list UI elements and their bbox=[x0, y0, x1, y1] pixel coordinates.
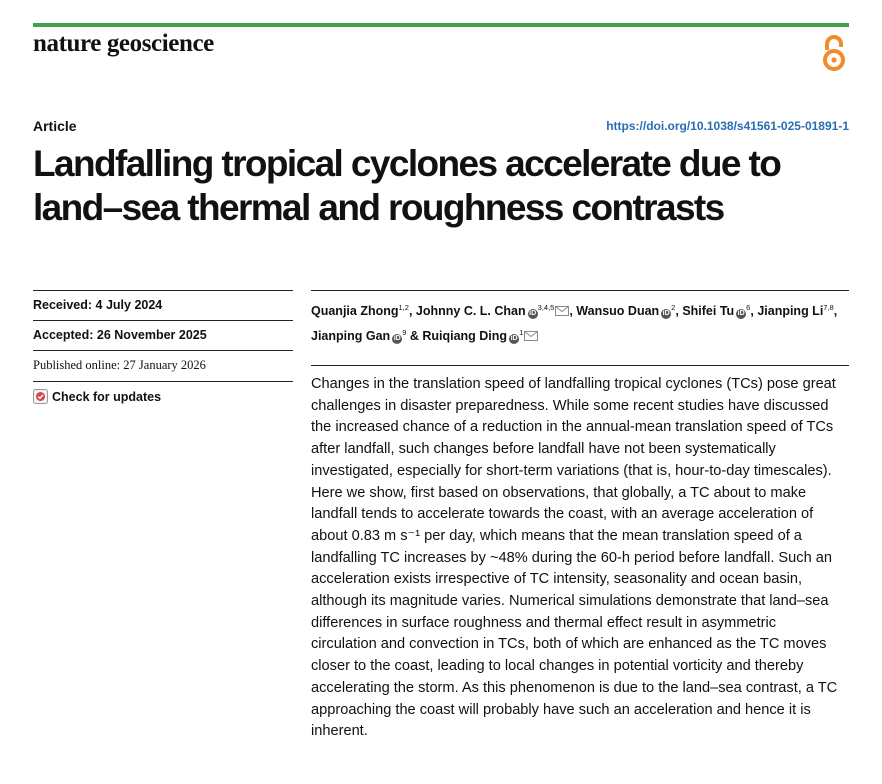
orcid-icon[interactable]: iD bbox=[661, 309, 672, 320]
author-name[interactable]: Wansuo Duan iD2, bbox=[576, 303, 679, 320]
author-separator: , bbox=[408, 304, 413, 319]
author-separator: , bbox=[750, 304, 754, 319]
article-title: Landfalling tropical cyclones accelerate… bbox=[33, 143, 782, 228]
author-separator: & bbox=[406, 329, 419, 344]
author-name-text: Shifei Tu bbox=[682, 304, 735, 319]
author-name-text: Johnny C. L. Chan bbox=[415, 304, 526, 319]
accepted-date: Accepted: 26 November 2025 bbox=[33, 320, 293, 350]
check-for-updates-link[interactable]: Check for updates bbox=[33, 381, 293, 412]
author-name[interactable]: Quanjia Zhong1,2, bbox=[311, 303, 413, 319]
author-affiliation: 1,2 bbox=[398, 303, 409, 312]
author-affiliation: 3,4,5 bbox=[537, 303, 555, 312]
author-name-text: Ruiqiang Ding bbox=[422, 329, 508, 344]
authors-rule bbox=[311, 290, 849, 291]
email-icon[interactable] bbox=[555, 306, 570, 317]
doi-link[interactable]: https://doi.org/10.1038/s41561-025-01891… bbox=[606, 119, 849, 133]
orcid-icon[interactable]: iD bbox=[392, 334, 403, 345]
author-affiliation: 1 bbox=[519, 328, 524, 338]
author-affiliation: 9 bbox=[402, 328, 407, 338]
author-name[interactable]: Shifei Tu iD6, bbox=[682, 303, 754, 320]
author-separator: , bbox=[569, 304, 573, 319]
author-name-text: Jianping Li bbox=[757, 304, 824, 319]
author-name[interactable]: Johnny C. L. Chan iD3,4,5, bbox=[415, 303, 573, 320]
orcid-icon[interactable]: iD bbox=[509, 334, 520, 345]
open-access-icon[interactable] bbox=[820, 33, 848, 73]
check-for-updates-icon bbox=[33, 389, 48, 404]
author-name[interactable]: Ruiqiang Ding iD1 bbox=[422, 328, 539, 345]
article-dates: Received: 4 July 2024 Accepted: 26 Novem… bbox=[33, 290, 293, 412]
author-affiliation: 6 bbox=[746, 303, 751, 312]
abstract-rule bbox=[311, 365, 849, 366]
author-separator: , bbox=[833, 304, 838, 319]
author-affiliation: 2 bbox=[671, 303, 676, 312]
abstract: Changes in the translation speed of land… bbox=[311, 376, 838, 740]
author-name-text: Wansuo Duan bbox=[576, 304, 660, 319]
published-date: Published online: 27 January 2026 bbox=[33, 350, 293, 381]
author-name-text: Jianping Gan bbox=[311, 329, 391, 344]
author-name[interactable]: Jianping Gan iD9 & bbox=[311, 328, 419, 345]
check-for-updates-label: Check for updates bbox=[52, 389, 162, 404]
article-main: Quanjia Zhong1,2, Johnny C. L. Chan iD3,4… bbox=[311, 290, 849, 739]
author-name[interactable]: Jianping Li7,8, bbox=[757, 303, 838, 319]
author-name-text: Quanjia Zhong bbox=[311, 304, 399, 319]
author-separator: , bbox=[675, 304, 679, 319]
email-icon[interactable] bbox=[524, 331, 539, 342]
author-affiliation: 7,8 bbox=[823, 303, 834, 312]
author-list: Quanjia Zhong1,2, Johnny C. L. Chan iD3,4… bbox=[311, 291, 849, 345]
orcid-icon[interactable]: iD bbox=[527, 309, 538, 320]
article-type: Article bbox=[33, 118, 77, 134]
header-accent-rule bbox=[33, 23, 849, 27]
orcid-icon[interactable]: iD bbox=[736, 309, 747, 320]
journal-title[interactable]: nature geoscience bbox=[33, 30, 214, 57]
received-date: Received: 4 July 2024 bbox=[33, 290, 293, 320]
